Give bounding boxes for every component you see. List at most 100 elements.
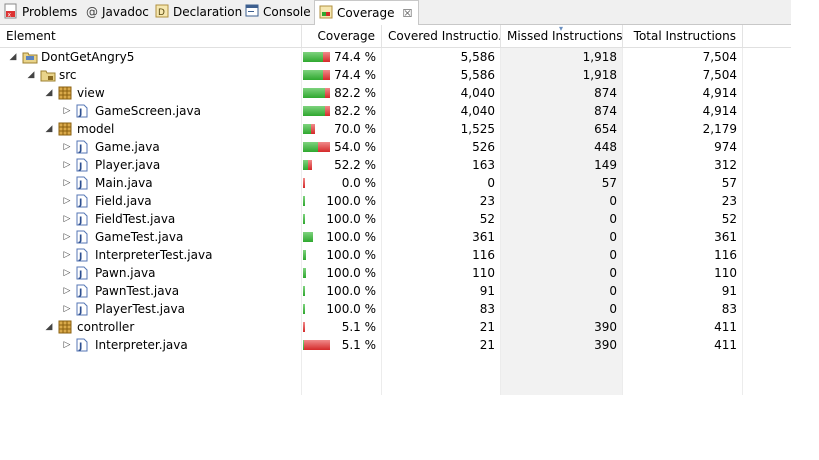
- element-name: Game.java: [95, 140, 160, 154]
- tab-declaration-label: Declaration: [173, 5, 243, 19]
- source-folder-icon: [40, 68, 56, 82]
- collapsed-arrow-icon[interactable]: ▷: [63, 250, 71, 260]
- table-row[interactable]: ◢ DontGetAngry5 74.4 % 5,586 1,918 7,504: [0, 48, 791, 66]
- tab-javadoc[interactable]: @ Javadoc: [86, 0, 149, 24]
- table-row[interactable]: ▷ J PlayerTest.java 100.0 % 83 0 83: [0, 300, 791, 318]
- collapsed-arrow-icon[interactable]: ▷: [63, 196, 71, 206]
- coverage-percent: 5.1 %: [341, 338, 376, 352]
- column-header-covered-instructions[interactable]: Covered Instructio...: [382, 25, 501, 47]
- total-instructions: 52: [721, 212, 737, 226]
- coverage-bar: [303, 214, 305, 224]
- coverage-bar-missed: [325, 88, 330, 98]
- covered-instructions: 1,525: [460, 122, 495, 136]
- coverage-bar: [303, 250, 306, 260]
- column-header-total-instructions[interactable]: Total Instructions: [623, 25, 743, 47]
- expanded-arrow-icon[interactable]: ◢: [45, 88, 53, 98]
- covered-instructions: 110: [472, 266, 495, 280]
- collapsed-arrow-icon[interactable]: ▷: [63, 232, 71, 242]
- tab-console[interactable]: Console: [245, 0, 311, 24]
- coverage-bar-missed: [323, 70, 330, 80]
- java-file-icon: J: [76, 194, 90, 208]
- table-row[interactable]: ▷ J GameScreen.java 82.2 % 4,040 874 4,914: [0, 102, 791, 120]
- tab-problems-label: Problems: [22, 5, 78, 19]
- column-header-missed-instructions[interactable]: ▾ Missed Instructions: [501, 25, 623, 47]
- covered-instructions: 4,040: [460, 104, 495, 118]
- total-instructions: 57: [721, 176, 737, 190]
- table-row[interactable]: ▷ J PawnTest.java 100.0 % 91 0 91: [0, 282, 791, 300]
- svg-text:J: J: [78, 198, 82, 208]
- expanded-arrow-icon[interactable]: ◢: [45, 124, 53, 134]
- coverage-percent: 100.0 %: [326, 284, 376, 298]
- svg-text:J: J: [78, 252, 82, 262]
- java-file-icon: J: [76, 266, 90, 280]
- coverage-bar-covered: [303, 268, 306, 278]
- svg-text:J: J: [78, 144, 82, 154]
- table-row[interactable]: ▷ J InterpreterTest.java 100.0 % 116 0 116: [0, 246, 791, 264]
- column-header-element[interactable]: Element: [0, 25, 302, 47]
- covered-instructions: 23: [479, 194, 495, 208]
- coverage-bar-covered: [303, 52, 323, 62]
- collapsed-arrow-icon[interactable]: ▷: [63, 178, 71, 188]
- table-row[interactable]: ▷ J Pawn.java 100.0 % 110 0 110: [0, 264, 791, 282]
- java-file-icon: J: [76, 230, 90, 244]
- missed-instructions: 0: [609, 248, 617, 262]
- tab-coverage-label: Coverage: [337, 6, 395, 20]
- problems-icon: x: [4, 3, 18, 22]
- covered-instructions: 83: [479, 302, 495, 316]
- total-instructions: 7,504: [702, 50, 737, 64]
- coverage-bar-covered: [303, 232, 313, 242]
- java-file-icon: J: [76, 302, 90, 316]
- table-row[interactable]: ▷ J Interpreter.java 5.1 % 21 390 411: [0, 336, 791, 354]
- collapsed-arrow-icon[interactable]: ▷: [63, 286, 71, 296]
- covered-instructions: 526: [472, 140, 495, 154]
- covered-instructions: 91: [479, 284, 495, 298]
- missed-instructions: 57: [601, 176, 617, 190]
- tab-coverage[interactable]: Coverage ☒: [314, 0, 420, 25]
- table-row[interactable]: ◢ view 82.2 % 4,040 874 4,914: [0, 84, 791, 102]
- element-name: GameScreen.java: [95, 104, 201, 118]
- collapsed-arrow-icon[interactable]: ▷: [63, 160, 71, 170]
- table-row[interactable]: ▷ J Game.java 54.0 % 526 448 974: [0, 138, 791, 156]
- coverage-bar-covered: [303, 142, 318, 152]
- coverage-bar-missed: [311, 124, 315, 134]
- collapsed-arrow-icon[interactable]: ▷: [63, 340, 71, 350]
- coverage-bar: [303, 304, 305, 314]
- coverage-percent: 70.0 %: [334, 122, 376, 136]
- coverage-bar-covered: [303, 250, 306, 260]
- svg-text:J: J: [78, 342, 82, 352]
- tab-declaration[interactable]: D Declaration: [155, 0, 242, 24]
- total-instructions: 83: [721, 302, 737, 316]
- element-name: src: [59, 68, 77, 82]
- table-row[interactable]: ▷ J Field.java 100.0 % 23 0 23: [0, 192, 791, 210]
- table-row[interactable]: ◢ model 70.0 % 1,525 654 2,179: [0, 120, 791, 138]
- collapsed-arrow-icon[interactable]: ▷: [63, 268, 71, 278]
- table-row[interactable]: ▷ J Player.java 52.2 % 163 149 312: [0, 156, 791, 174]
- covered-instructions: 361: [472, 230, 495, 244]
- java-file-icon: J: [76, 158, 90, 172]
- collapsed-arrow-icon[interactable]: ▷: [63, 214, 71, 224]
- missed-instructions: 0: [609, 266, 617, 280]
- close-icon[interactable]: ☒: [402, 6, 413, 20]
- expanded-arrow-icon[interactable]: ◢: [27, 70, 35, 80]
- covered-instructions: 21: [479, 338, 495, 352]
- tab-problems[interactable]: x Problems: [4, 0, 77, 24]
- collapsed-arrow-icon[interactable]: ▷: [63, 304, 71, 314]
- total-instructions: 7,504: [702, 68, 737, 82]
- collapsed-arrow-icon[interactable]: ▷: [63, 142, 71, 152]
- coverage-percent: 74.4 %: [334, 50, 376, 64]
- table-row[interactable]: ▷ J Main.java 0.0 % 0 57 57: [0, 174, 791, 192]
- element-name: PlayerTest.java: [95, 302, 185, 316]
- expanded-arrow-icon[interactable]: ◢: [9, 52, 17, 62]
- collapsed-arrow-icon[interactable]: ▷: [63, 106, 71, 116]
- element-name: FieldTest.java: [95, 212, 176, 226]
- table-header: Element Coverage Covered Instructio... ▾…: [0, 25, 791, 48]
- expanded-arrow-icon[interactable]: ◢: [45, 322, 53, 332]
- column-header-coverage[interactable]: Coverage: [302, 25, 382, 47]
- table-row[interactable]: ◢ src 74.4 % 5,586 1,918 7,504: [0, 66, 791, 84]
- table-row[interactable]: ▷ J FieldTest.java 100.0 % 52 0 52: [0, 210, 791, 228]
- coverage-bar-missed: [304, 340, 330, 350]
- column-divider: [301, 48, 302, 395]
- table-row[interactable]: ▷ J GameTest.java 100.0 % 361 0 361: [0, 228, 791, 246]
- table-row[interactable]: ◢ controller 5.1 % 21 390 411: [0, 318, 791, 336]
- element-name: PawnTest.java: [95, 284, 180, 298]
